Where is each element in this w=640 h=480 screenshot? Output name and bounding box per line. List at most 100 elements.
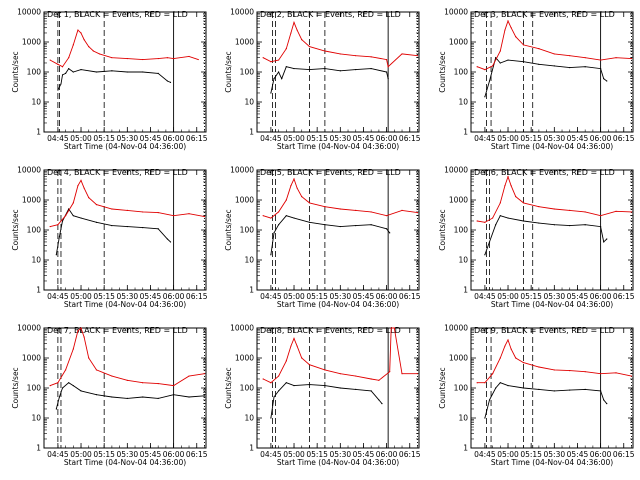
- panel-title: Det 8, BLACK = Events, RED = LLD: [260, 326, 401, 335]
- lld-point: [499, 357, 501, 359]
- lld-point: [515, 195, 517, 198]
- lld-point: [293, 178, 295, 180]
- events-point: [68, 67, 70, 70]
- lld-point: [584, 371, 586, 373]
- y-tick-label: 100: [27, 68, 42, 77]
- x-tick-label: 04:45: [260, 134, 282, 143]
- lld-point: [111, 375, 113, 377]
- lld-point: [61, 66, 64, 68]
- lld-point: [389, 371, 391, 373]
- events-point: [57, 89, 59, 91]
- events-point: [166, 238, 169, 240]
- lld-point: [515, 357, 517, 359]
- y-tick-label: 1: [249, 128, 254, 137]
- lld-point: [270, 217, 272, 219]
- events-point: [278, 71, 280, 73]
- lld-point: [290, 32, 292, 34]
- x-tick-label: 05:45: [140, 134, 162, 143]
- y-tick-label: 10: [31, 98, 41, 107]
- x-tick-label: 05:30: [544, 450, 566, 459]
- lld-series-line: [263, 327, 418, 384]
- events-point: [355, 225, 357, 227]
- y-axis-label: Counts/sec: [438, 51, 447, 92]
- lld-point: [492, 373, 494, 375]
- events-series-line: [484, 56, 608, 97]
- events-point: [169, 241, 172, 243]
- events-point: [80, 217, 82, 219]
- detector-panel-9: Det 9, BLACK = Events, RED = LLD 1 10 100 10…: [438, 324, 635, 468]
- lld-point: [203, 373, 206, 375]
- events-point: [61, 220, 64, 222]
- lld-point: [296, 29, 298, 31]
- events-point: [569, 225, 571, 227]
- events-point: [600, 67, 602, 70]
- lld-point: [293, 21, 295, 24]
- lld-point: [98, 53, 101, 55]
- x-tick-label: 05:15: [306, 450, 328, 459]
- y-axis-label: Counts/sec: [438, 367, 447, 408]
- x-tick-label: 05:15: [93, 292, 115, 301]
- lld-point: [600, 59, 602, 61]
- lld-point: [484, 221, 486, 223]
- events-point: [72, 71, 74, 73]
- lld-point: [569, 370, 571, 372]
- lld-point: [262, 57, 264, 59]
- lld-point: [507, 339, 509, 341]
- y-tick-label: 10000: [17, 166, 41, 175]
- panel-title: Det 7, BLACK = Events, RED = LLD: [47, 326, 188, 335]
- x-tick-label: 05:45: [140, 450, 162, 459]
- lld-point: [416, 373, 419, 375]
- panel-title: Det 4, BLACK = Events, RED = LLD: [47, 168, 188, 177]
- lld-point: [630, 375, 633, 377]
- y-tick-label: 100: [27, 384, 42, 393]
- events-point: [538, 222, 540, 224]
- lld-point: [538, 206, 540, 208]
- y-tick-label: 100: [240, 226, 255, 235]
- x-tick-label: 05:45: [140, 292, 162, 301]
- lld-series-line: [477, 19, 632, 71]
- lld-point: [173, 57, 175, 60]
- lld-point: [308, 202, 311, 204]
- lld-point: [476, 220, 478, 222]
- events-point: [600, 225, 602, 228]
- lld-series-line: [50, 327, 205, 387]
- events-point: [111, 396, 113, 398]
- events-point: [606, 403, 608, 405]
- y-tick-label: 1: [249, 444, 254, 453]
- lld-point: [77, 185, 79, 187]
- lld-point: [262, 378, 264, 380]
- x-tick-label: 05:30: [117, 292, 139, 301]
- lld-point: [278, 59, 280, 61]
- events-point: [538, 63, 540, 65]
- x-tick-label: 06:00: [590, 450, 612, 459]
- lld-point: [476, 66, 478, 68]
- events-point: [603, 78, 605, 80]
- lld-point: [370, 56, 372, 58]
- events-point: [378, 399, 380, 401]
- events-point: [355, 69, 357, 71]
- lld-point: [290, 345, 292, 347]
- lld-series-line: [49, 29, 199, 68]
- events-point: [126, 397, 128, 400]
- lld-point: [57, 382, 59, 384]
- y-tick-label: 1000: [449, 38, 468, 47]
- lld-point: [504, 345, 506, 347]
- y-tick-label: 1000: [22, 38, 41, 47]
- x-tick-label: 05:00: [70, 134, 92, 143]
- y-axis-label: Counts/sec: [11, 51, 20, 92]
- lld-point: [510, 27, 512, 29]
- events-point: [273, 78, 275, 80]
- events-point: [169, 81, 172, 84]
- events-point: [60, 83, 62, 85]
- x-tick-label: 05:30: [330, 450, 352, 459]
- lld-point: [57, 63, 59, 65]
- x-tick-label: 05:30: [117, 134, 139, 143]
- events-point: [484, 254, 486, 256]
- events-point: [61, 387, 64, 389]
- lld-point: [142, 382, 144, 384]
- y-tick-label: 10: [244, 98, 254, 107]
- x-tick-label: 04:45: [260, 292, 282, 301]
- y-tick-label: 1000: [235, 38, 254, 47]
- events-point: [126, 225, 128, 228]
- x-tick-label: 05:00: [497, 134, 519, 143]
